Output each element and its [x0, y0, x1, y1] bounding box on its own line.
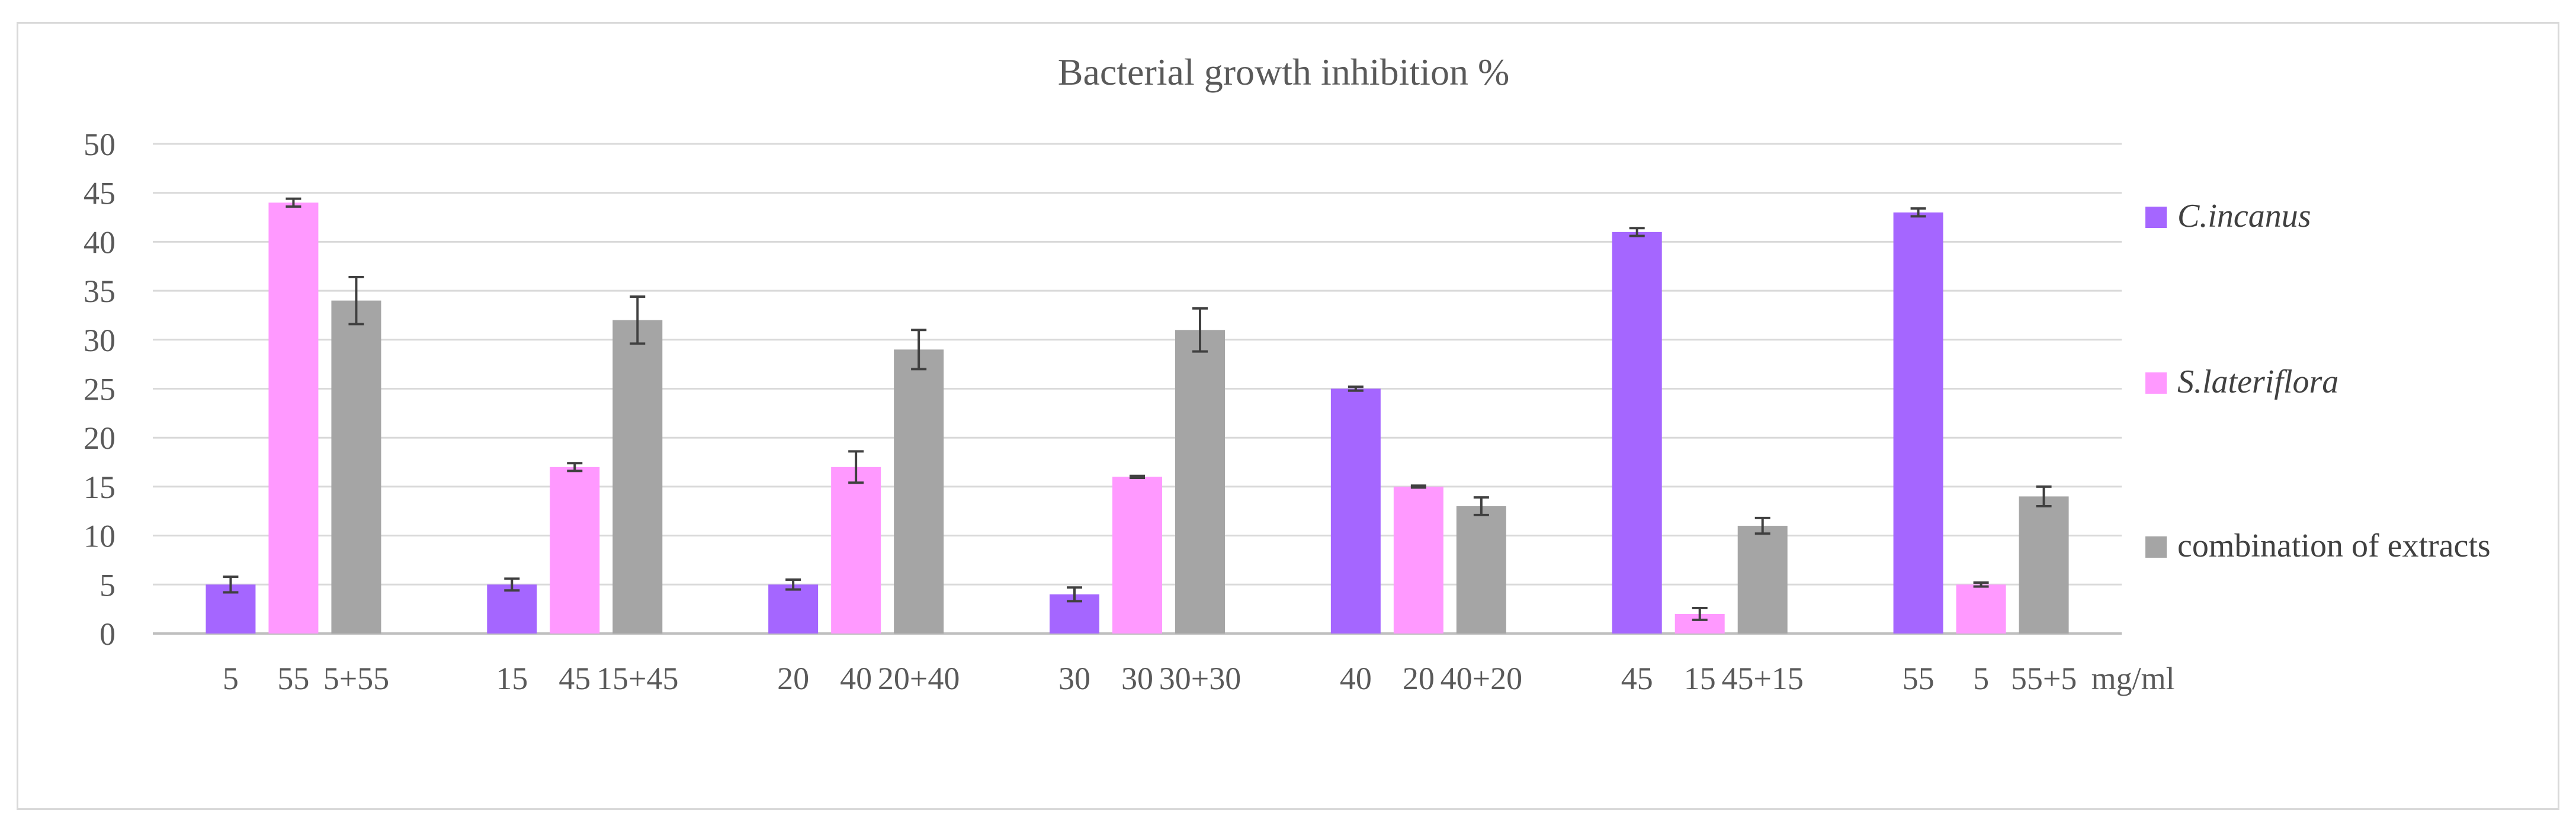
x-tick-label: 55: [277, 661, 309, 696]
x-tick-label: 40: [840, 661, 872, 696]
x-tick-label: 15: [1684, 661, 1716, 696]
x-axis-labels: 5 55 5+55 15 45 15+45 20 40 20+40 30 30 30+30 40 20 40…: [223, 661, 2175, 696]
x-tick-label: 45: [559, 661, 591, 696]
gridlines: [153, 143, 2122, 635]
chart-frame: [17, 22, 2559, 810]
bars: [206, 202, 2069, 634]
bar-combination-of-extracts: [894, 349, 944, 634]
y-tick-label: 5: [100, 567, 116, 603]
x-tick-label: 5+55: [323, 661, 389, 696]
y-tick-label: 10: [84, 519, 116, 554]
legend-label: combination of extracts: [2177, 528, 2491, 564]
y-axis-ticks: 0 5 10 15 20 25 30 35 40 45 50: [84, 127, 116, 652]
y-tick-label: 35: [84, 274, 116, 309]
y-tick-label: 20: [84, 420, 116, 456]
bar-s-lateriflora: [550, 467, 600, 634]
bar-combination-of-extracts: [2019, 496, 2069, 634]
x-tick-label: 45+15: [1721, 661, 1803, 696]
x-unit-label: mg/ml: [2091, 661, 2175, 696]
bar-c-incanus: [1330, 388, 1381, 634]
x-tick-label: 20: [1403, 661, 1435, 696]
chart-title: Bacterial growth inhibition %: [1058, 51, 1510, 93]
x-tick-label: 5: [1973, 661, 1989, 696]
x-tick-label: 55+5: [2011, 661, 2077, 696]
x-tick-label: 15: [496, 661, 528, 696]
y-tick-label: 40: [84, 224, 116, 260]
y-tick-label: 50: [84, 127, 116, 162]
bar-combination-of-extracts: [331, 300, 381, 634]
y-tick-label: 15: [84, 470, 116, 505]
y-tick-label: 0: [100, 616, 116, 652]
bar-combination-of-extracts: [612, 320, 663, 634]
x-tick-label: 40: [1340, 661, 1372, 696]
bar-s-lateriflora: [831, 467, 881, 634]
bar-s-lateriflora: [1393, 486, 1443, 634]
legend-label: C.incanus: [2177, 198, 2311, 234]
x-tick-label: 20+40: [878, 661, 960, 696]
legend-swatch: [2145, 372, 2167, 394]
bar-c-incanus: [487, 584, 537, 634]
bar-combination-of-extracts: [1175, 330, 1225, 634]
x-tick-label: 15+45: [596, 661, 678, 696]
x-tick-label: 30: [1058, 661, 1090, 696]
legend: C.incanus S.lateriflora combination of ext…: [2145, 198, 2491, 564]
bar-s-lateriflora: [1956, 584, 2006, 634]
x-tick-label: 5: [223, 661, 239, 696]
legend-label: S.lateriflora: [2177, 364, 2338, 400]
y-tick-label: 25: [84, 372, 116, 407]
x-tick-label: 20: [777, 661, 809, 696]
legend-swatch: [2145, 207, 2167, 228]
bar-combination-of-extracts: [1737, 526, 1788, 634]
x-tick-label: 40+20: [1441, 661, 1522, 696]
bar-c-incanus: [768, 584, 819, 634]
x-tick-label: 30: [1121, 661, 1153, 696]
error-bars: [223, 197, 2052, 621]
x-tick-label: 30+30: [1159, 661, 1241, 696]
bar-c-incanus: [1893, 212, 1943, 634]
x-tick-label: 55: [1903, 661, 1935, 696]
bar-combination-of-extracts: [1456, 506, 1506, 634]
legend-swatch: [2145, 536, 2167, 558]
bar-s-lateriflora: [268, 202, 319, 634]
bar-s-lateriflora: [1112, 477, 1162, 634]
x-tick-label: 45: [1621, 661, 1653, 696]
bar-c-incanus: [1612, 231, 1662, 634]
y-tick-label: 30: [84, 323, 116, 358]
y-tick-label: 45: [84, 176, 116, 211]
